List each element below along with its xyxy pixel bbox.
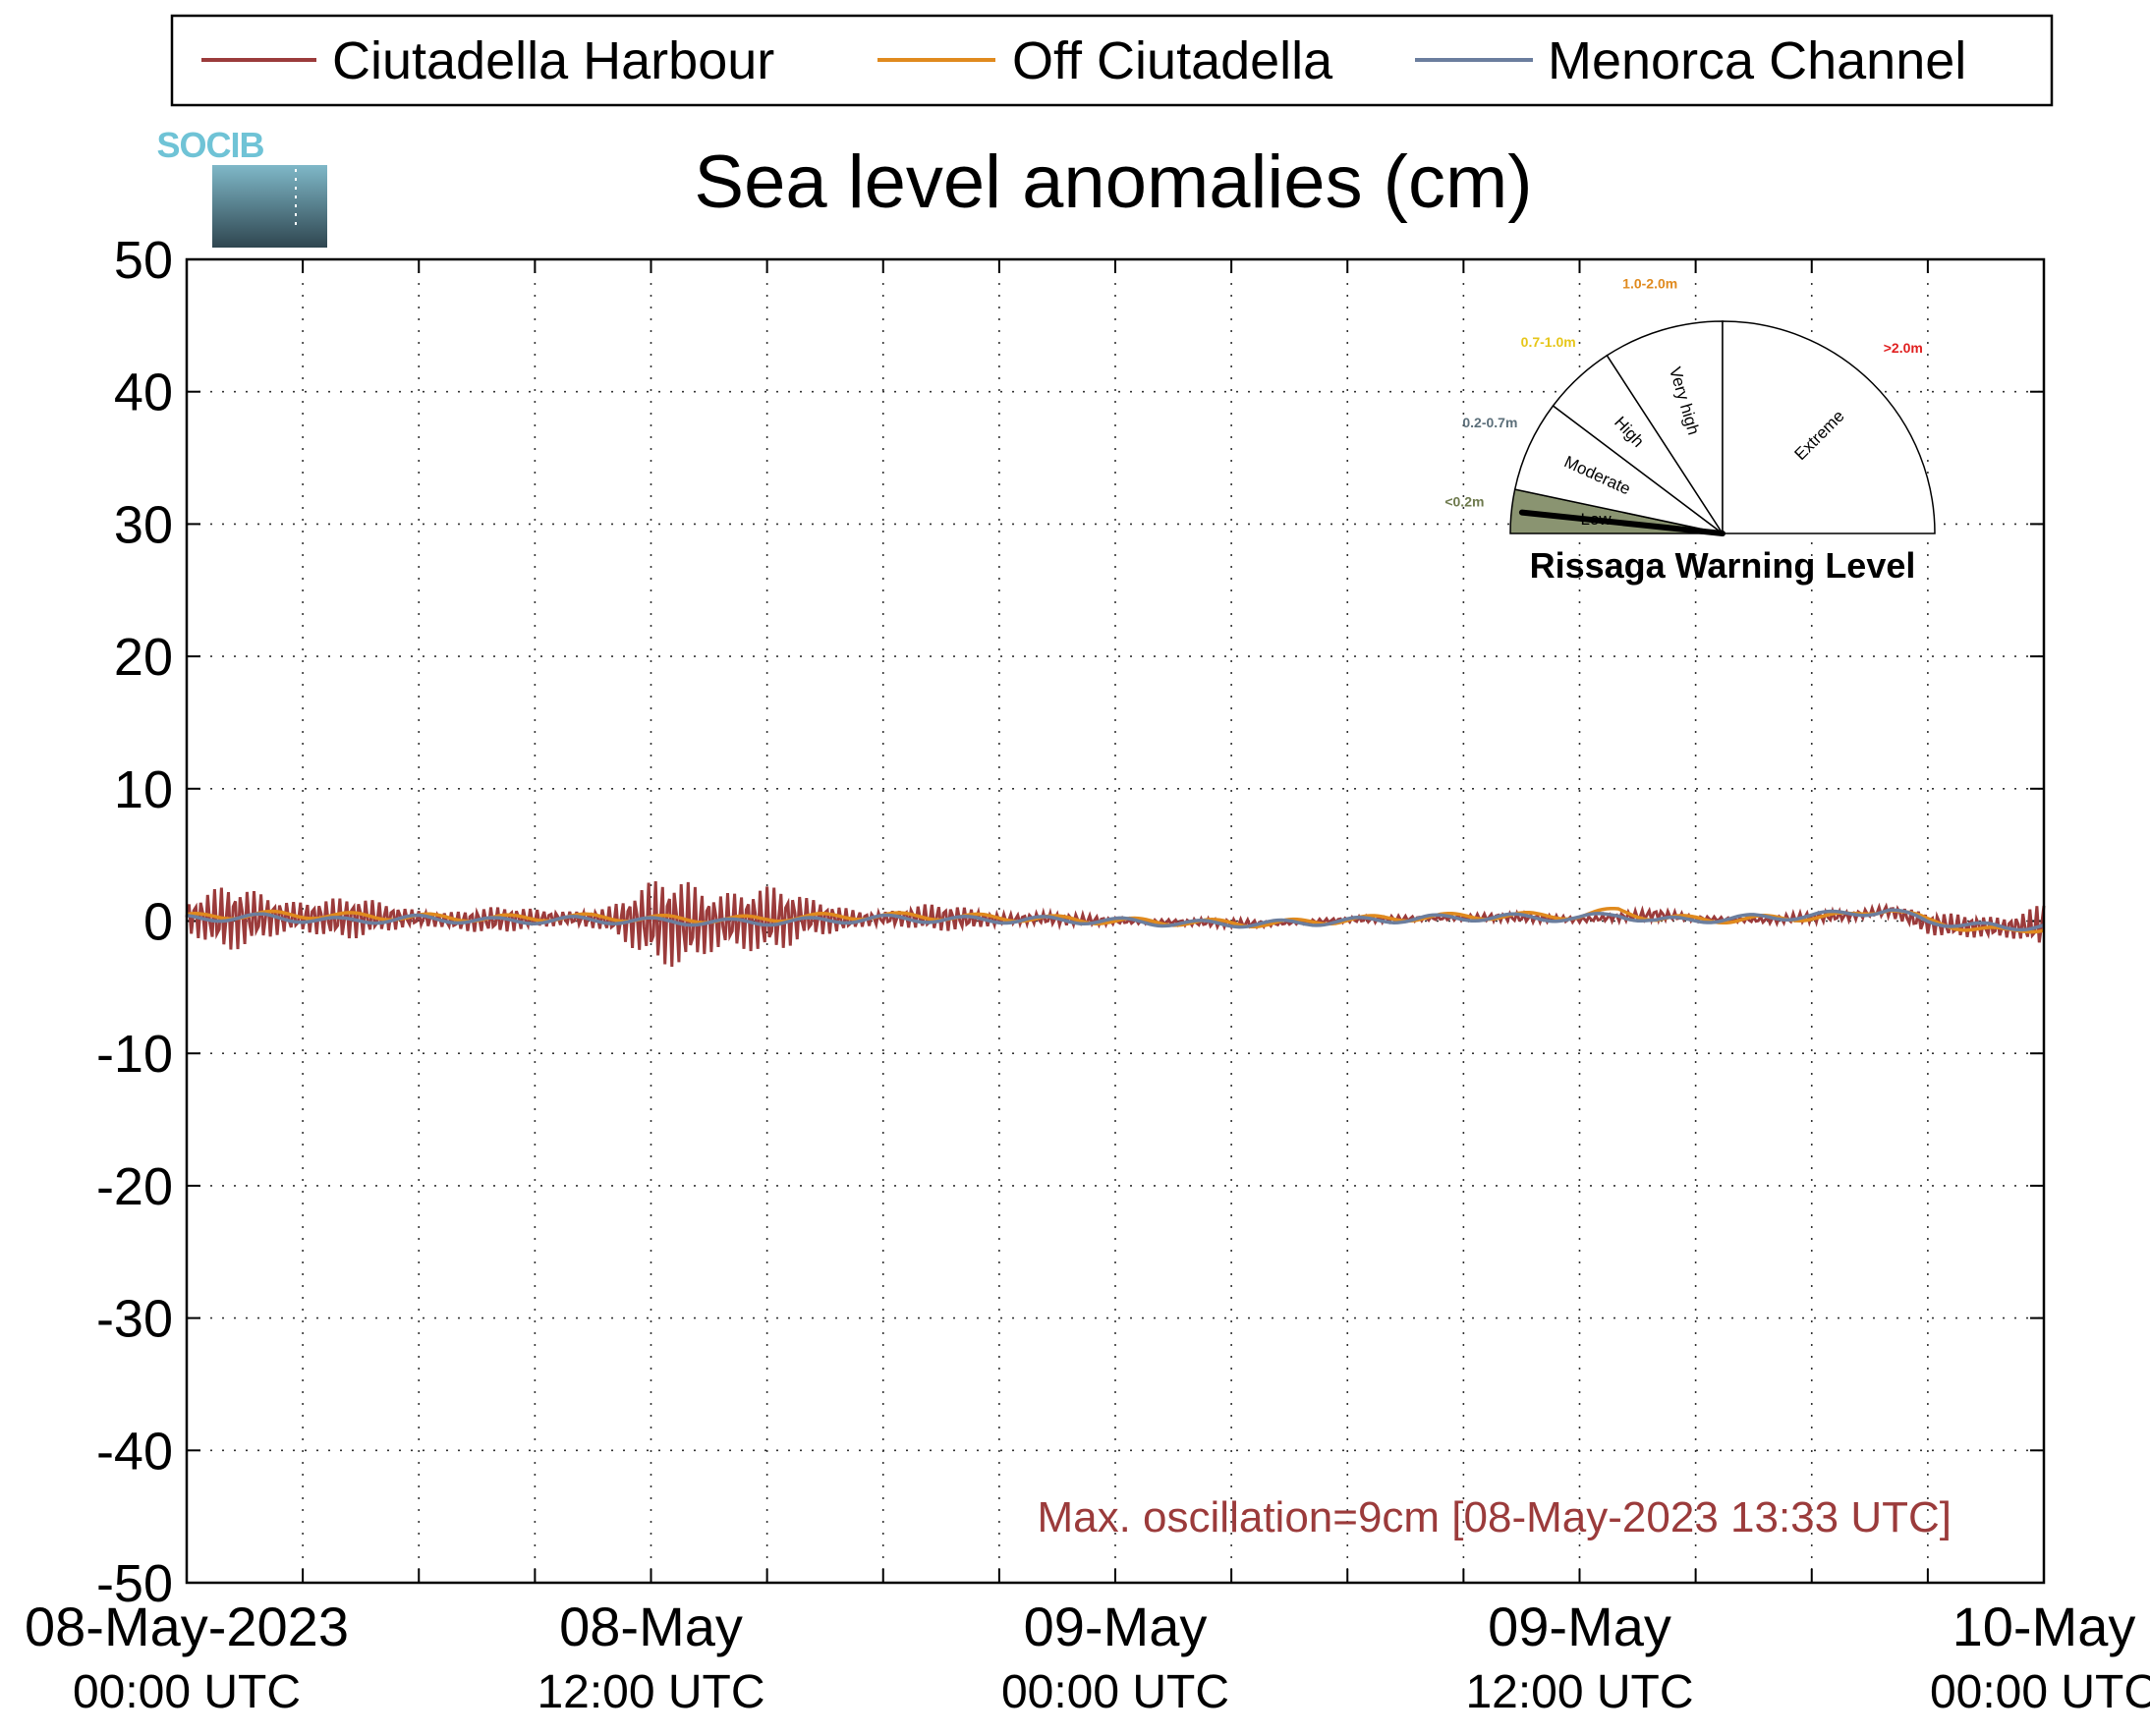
x-tick-label-date: 09-May (1488, 1596, 1671, 1657)
x-tick-label-time: 12:00 UTC (1465, 1666, 1693, 1718)
y-tick-label: 30 (114, 495, 173, 554)
gauge-sector-very-high (1606, 320, 1724, 536)
rissaga-warning-gauge: Low<0.2mModerate0.2-0.7mHigh0.7-1.0mVery… (1444, 276, 1936, 536)
y-tick-label: -20 (96, 1157, 173, 1216)
x-tick-label-time: 00:00 UTC (73, 1666, 301, 1718)
gauge-title: Rissaga Warning Level (1530, 545, 1916, 586)
x-tick-label-date: 08-May-2023 (25, 1596, 349, 1657)
y-tick-label: 0 (143, 893, 173, 952)
x-tick-label-time: 00:00 UTC (1930, 1666, 2150, 1718)
gauge-needle (1518, 509, 1726, 536)
chart-title: Sea level anomalies (cm) (694, 140, 1532, 224)
gauge-sector-extreme (1722, 320, 1936, 534)
series-line-menorca-channel (186, 908, 2045, 932)
socib-logo-text: SOCIB (156, 125, 263, 165)
max-oscillation-annotation: Max. oscillation=9cm [08-May-2023 13:33 … (1037, 1493, 1952, 1541)
legend: Ciutadella Harbour Off Ciutadella Menorc… (170, 14, 2054, 107)
plot-frame (185, 257, 2046, 1585)
gauge-range-label: <0.2m (1444, 493, 1484, 509)
series-layer (185, 881, 2046, 967)
x-tick-label-date: 10-May (1952, 1596, 2136, 1657)
socib-logo: SOCIB (156, 125, 327, 248)
gauge-range-label: >2.0m (1884, 340, 1923, 356)
socib-logo-mark (212, 165, 327, 248)
y-tick-label: 40 (114, 364, 173, 422)
y-tick-label: -50 (96, 1554, 173, 1613)
gauge-range-label: 1.0-2.0m (1622, 276, 1677, 292)
legend-label-menorca-channel: Menorca Channel (1548, 31, 1966, 90)
y-tick-label: -40 (96, 1422, 173, 1481)
x-tick-label-date: 08-May (559, 1596, 743, 1657)
legend-box (170, 14, 2054, 107)
y-tick-label: 20 (114, 628, 173, 687)
gauge-range-label: 0.2-0.7m (1462, 415, 1517, 430)
x-tick-label-time: 12:00 UTC (537, 1666, 764, 1718)
x-tick-label-date: 09-May (1024, 1596, 1208, 1657)
x-tick-labels: 08-May-2023 00:00 UTC 08-May 12:00 UTC 09-Ma… (25, 1596, 2150, 1718)
y-tick-labels: 50 40 30 20 10 0 -10 -20 -30 -40 -50 (96, 231, 173, 1613)
legend-label-ciutadella-harbour: Ciutadella Harbour (332, 31, 774, 90)
y-tick-label: 10 (114, 760, 173, 819)
gauge-range-label: 0.7-1.0m (1521, 334, 1576, 350)
x-tick-label-time: 00:00 UTC (1001, 1666, 1229, 1718)
y-tick-label: 50 (114, 231, 173, 290)
legend-label-off-ciutadella: Off Ciutadella (1012, 31, 1333, 90)
y-tick-label: -10 (96, 1025, 173, 1084)
y-tick-label: -30 (96, 1290, 173, 1349)
